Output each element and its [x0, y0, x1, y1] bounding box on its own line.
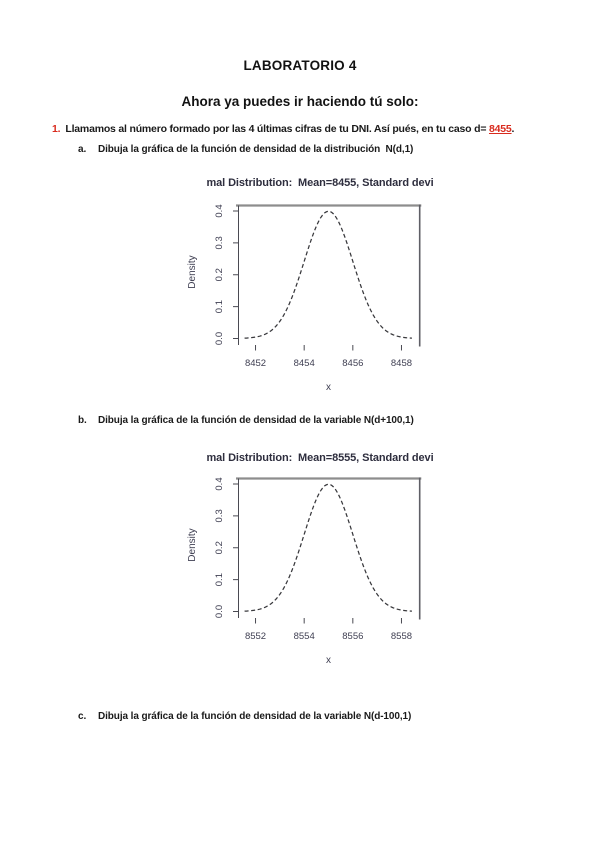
y-axis-label: Density: [187, 255, 198, 288]
density-curve: [244, 210, 412, 339]
item-text: Dibuja la gráfica de la función de densi…: [98, 415, 414, 426]
chart-2-title: mal Distribution: Mean=8555, Standard de…: [206, 452, 434, 464]
exercise-1: 1. Llamamos al número formado por las 4 ú…: [52, 122, 514, 136]
page-title: LABORATORIO 4: [243, 58, 357, 73]
exercise-intro-period: .: [511, 123, 515, 135]
y-tick-label: 0.4: [214, 477, 225, 490]
x-tick-label: 8456: [342, 358, 363, 369]
x-tick-label: 8554: [294, 631, 315, 642]
y-tick-label: 0.0: [214, 332, 225, 345]
y-tick-label: 0.3: [214, 509, 225, 522]
x-tick-label: 8558: [391, 631, 412, 642]
list-item-a: a. Dibuja la gráfica de la función de den…: [78, 143, 413, 156]
density-curve: [244, 483, 412, 612]
x-tick-label: 8552: [245, 631, 266, 642]
item-text: Dibuja la gráfica de la función de densi…: [98, 144, 414, 155]
x-axis-label: x: [326, 382, 331, 393]
y-tick-label: 0.4: [214, 204, 225, 217]
normal-density-plot-1: 0.0 0.1 0.2 0.3 0.4 8452 8454 8456 8458 x Density: [187, 204, 422, 393]
y-tick-label: 0.2: [214, 268, 225, 281]
y-tick-label: 0.0: [214, 605, 225, 618]
dni-value: 8455: [488, 123, 512, 135]
x-axis-label: x: [326, 655, 331, 666]
y-tick-label: 0.2: [214, 541, 225, 554]
x-tick-label: 8454: [294, 358, 315, 369]
page-subtitle: Ahora ya puedes ir haciendo tú solo:: [181, 94, 419, 109]
item-text: Dibuja la gráfica de la función de densi…: [98, 711, 412, 722]
x-tick-label: 8556: [342, 631, 363, 642]
x-tick-label: 8452: [245, 358, 266, 369]
list-item-b: b. Dibuja la gráfica de la función de den…: [78, 414, 414, 427]
chart-1-title: mal Distribution: Mean=8455, Standard de…: [206, 177, 434, 189]
y-tick-label: 0.1: [214, 573, 225, 586]
exercise-intro: Llamamos al número formado por las 4 últ…: [65, 123, 489, 135]
y-tick-label: 0.1: [214, 300, 225, 313]
y-axis-label: Density: [187, 528, 198, 561]
list-item-c: c. Dibuja la gráfica de la función de den…: [78, 710, 411, 723]
exercise-number: 1.: [52, 123, 61, 135]
normal-density-plot-2: 0.0 0.1 0.2 0.3 0.4 8552 8554 8556 8558 x Density: [187, 477, 422, 666]
item-label: b.: [78, 415, 87, 426]
item-label: c.: [78, 711, 87, 722]
y-tick-label: 0.3: [214, 236, 225, 249]
x-tick-label: 8458: [391, 358, 412, 369]
item-label: a.: [78, 144, 87, 155]
